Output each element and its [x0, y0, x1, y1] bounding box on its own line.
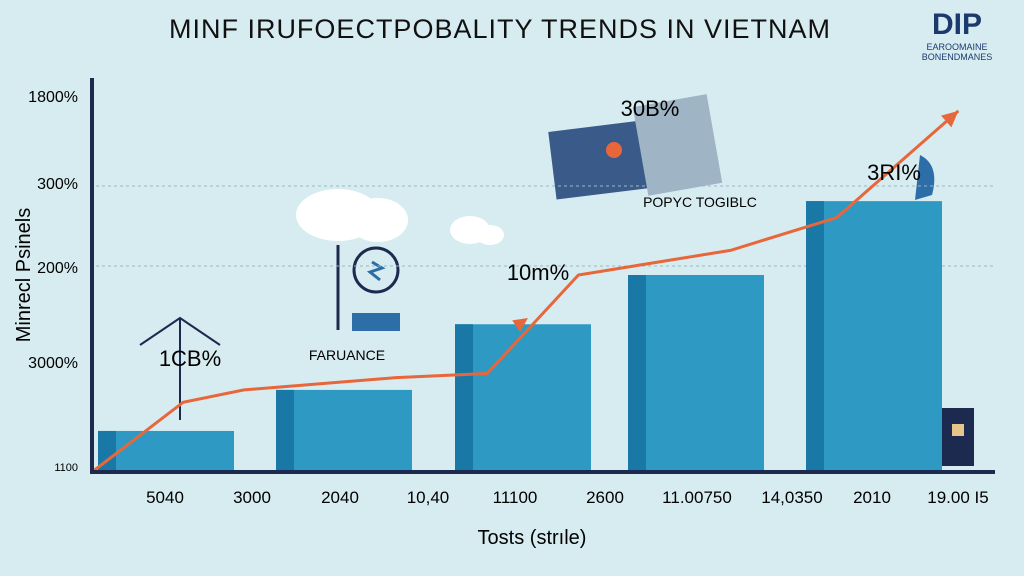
y-tick-label: 300%	[37, 176, 78, 193]
y-tick-label: 1800%	[28, 89, 78, 106]
x-tick-label: 3000	[233, 488, 271, 507]
bar-shade	[628, 275, 646, 472]
logo-subtext-2: BONENDMANES	[921, 52, 993, 62]
x-tick-label: 5040	[146, 488, 184, 507]
annotation-label: FARUANCE	[309, 347, 385, 363]
x-tick-label: 11100	[493, 488, 538, 507]
brand-logo: DIP EAROOMAINE BONENDMANES	[914, 8, 1000, 62]
x-tick-label: 14,0350	[761, 488, 822, 507]
card-illustration-icon	[548, 94, 723, 200]
y-axis-label: Minrecl Psinels	[13, 208, 35, 342]
trend-line	[91, 109, 960, 474]
bar	[276, 389, 412, 472]
x-tick-label: 2010	[853, 488, 891, 507]
figure-icon	[915, 155, 935, 200]
bar-shade	[455, 324, 473, 472]
bar	[628, 275, 764, 472]
x-tick-label: 19.00 I5	[927, 488, 988, 507]
annotation-label: 3RI%	[867, 160, 921, 185]
chart-title: MINF IRUFOECTPOBALITY TRENDS IN VIETNAM	[168, 14, 832, 44]
y-tick-label: 200%	[37, 260, 78, 277]
annotation-label: POPYC TOGIBLC	[643, 194, 757, 210]
x-tick-label: 11.00750	[662, 488, 732, 507]
annotation-label: 1CB%	[159, 346, 221, 371]
logo-subtext-1: EAROOMAINE	[926, 42, 988, 52]
bar	[806, 201, 942, 472]
bar	[455, 324, 591, 472]
x-tick-label: 10,40	[407, 488, 450, 507]
trend-arrowhead-top	[941, 110, 959, 128]
annotation-label: 10m%	[507, 260, 569, 285]
logo-text: DIP	[931, 8, 982, 41]
y-tick-label: 1100	[54, 462, 78, 474]
annotation-label: 30B%	[621, 96, 680, 121]
bar-shade	[276, 389, 294, 472]
bar-shade	[98, 430, 116, 472]
lightning-meter-icon	[336, 245, 400, 331]
y-tick-label: 3000%	[28, 355, 78, 372]
x-tick-label: 2600	[586, 488, 624, 507]
x-tick-label: 2040	[321, 488, 359, 507]
bars-group	[98, 201, 942, 472]
bar-shade	[806, 201, 824, 472]
cloud-icon	[296, 189, 504, 245]
trend-arrowhead-mid	[512, 318, 528, 332]
x-axis-label: Tosts (strıle)	[478, 527, 587, 549]
